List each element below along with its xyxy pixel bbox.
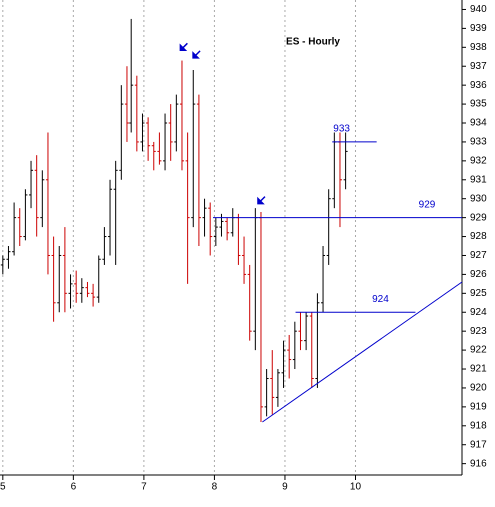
x-tick-label: 9 [282,482,288,493]
y-tick-label: 922 [470,345,487,356]
chart-title: ES - Hourly [286,37,340,48]
y-tick-label: 920 [470,383,487,394]
y-tick-label: 934 [470,118,487,129]
y-tick-label: 931 [470,174,487,185]
x-tick-label: 10 [350,482,362,493]
y-tick-label: 930 [470,193,487,204]
x-tick-label: 8 [212,482,218,493]
level-label: 924 [372,294,389,305]
level-label: 929 [419,199,436,210]
arrow [179,42,188,52]
y-tick-label: 928 [470,231,487,242]
y-tick-label: 927 [470,250,487,261]
y-tick-label: 925 [470,288,487,299]
x-tick-label: 5 [0,482,6,493]
y-tick-label: 929 [470,212,487,223]
y-tick-label: 916 [470,458,487,469]
trendline [262,281,463,423]
y-tick-label: 933 [470,137,487,148]
y-tick-label: 923 [470,326,487,337]
y-tick-label: 939 [470,23,487,34]
level-label: 933 [333,124,350,135]
arrow [257,196,266,205]
y-tick-label: 935 [470,99,487,110]
x-tick-label: 6 [71,482,77,493]
x-tick-label: 7 [141,482,147,493]
y-tick-label: 924 [470,307,487,318]
y-tick-label: 937 [470,61,487,72]
y-tick-label: 932 [470,155,487,166]
arrow [192,50,201,59]
y-tick-label: 940 [470,4,487,15]
y-tick-label: 918 [470,420,487,431]
y-tick-label: 938 [470,42,487,53]
y-tick-label: 921 [470,364,487,375]
y-tick-label: 936 [470,80,487,91]
y-tick-label: 919 [470,402,487,413]
y-tick-label: 917 [470,439,487,450]
y-tick-label: 926 [470,269,487,280]
